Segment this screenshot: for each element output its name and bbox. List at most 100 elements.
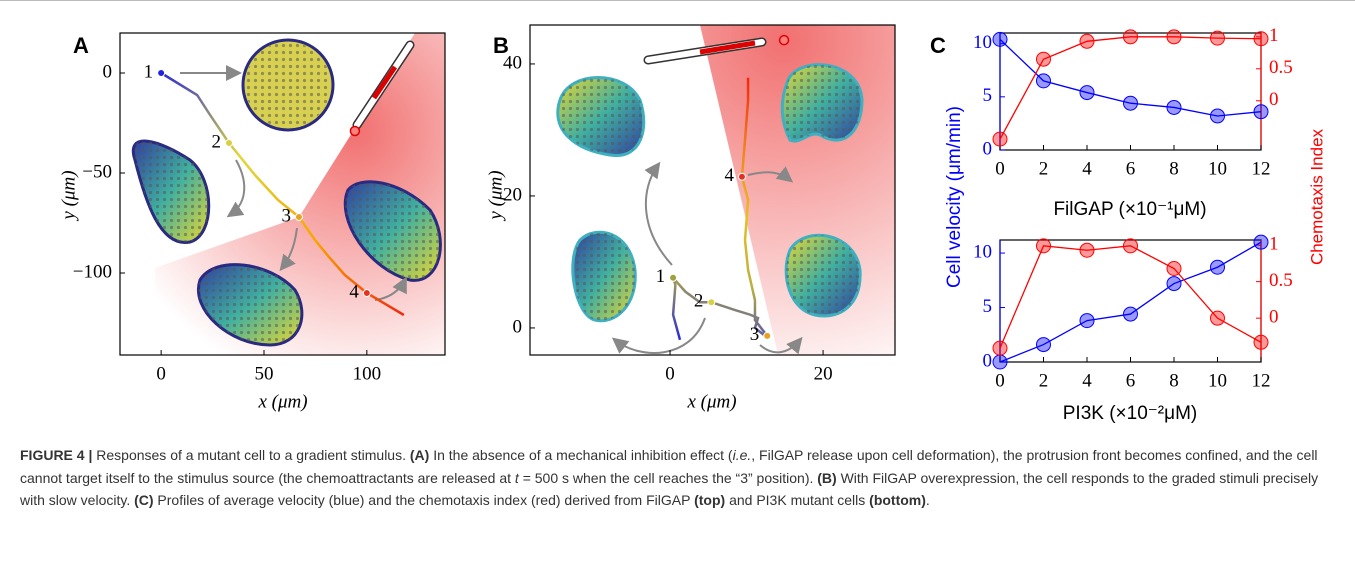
caption-run: and PI3K mutant cells — [725, 492, 870, 508]
axes-frame — [529, 24, 896, 356]
series-marker — [1079, 313, 1095, 329]
axes-frame — [119, 32, 446, 356]
position-marker — [157, 69, 166, 77]
x-tick-label: 0 — [156, 363, 166, 384]
series-marker — [1210, 310, 1225, 326]
series-marker — [992, 354, 1008, 370]
y2-tick-label: 0.5 — [1269, 57, 1293, 78]
caption-run: In the absence of a mechanical inhibitio… — [429, 447, 733, 463]
x-tick-label: 0 — [995, 370, 1005, 391]
y-tick-label: 0 — [983, 138, 993, 159]
caption-run: , FilGAP release upon cell deformation),… — [20, 447, 1318, 486]
series-line — [999, 245, 1262, 349]
series-line — [999, 241, 1262, 363]
series-marker — [992, 340, 1008, 356]
caption-run: Profiles of average velocity (blue) and … — [153, 492, 695, 508]
y2-tick-label: 0 — [1269, 89, 1279, 110]
y-tick-label: 20 — [503, 184, 522, 205]
position-label: 1 — [656, 266, 666, 287]
x-tick-label: 0 — [665, 363, 675, 384]
caption-run: i.e. — [732, 447, 752, 463]
trajectory — [671, 77, 771, 341]
y-axis-label: Cell velocity (μm/min) — [944, 106, 965, 288]
panel-label: B — [493, 33, 509, 58]
x-tick-label: 10 — [1208, 370, 1227, 391]
x-tick-label: 0 — [995, 158, 1005, 179]
series-marker — [1166, 99, 1182, 115]
panel-label: A — [73, 33, 89, 58]
decor-b — [556, 25, 895, 355]
position-label: 3 — [281, 205, 291, 226]
x-axis-label: FilGAP (×10⁻¹μM) — [1053, 199, 1206, 220]
y2-tick-label: 1 — [1269, 25, 1279, 46]
x-tick-label: 12 — [1252, 158, 1271, 179]
panel-label: C — [930, 33, 946, 58]
series-marker — [1166, 276, 1182, 292]
trajectory — [160, 71, 405, 317]
y-tick-label: 40 — [503, 52, 522, 73]
y2-tick-label: 1 — [1269, 233, 1279, 254]
position-marker — [294, 213, 303, 221]
x-tick-label: 8 — [1169, 158, 1179, 179]
y2-tick-label: 0.5 — [1269, 270, 1293, 291]
x-tick-label: 8 — [1169, 370, 1179, 391]
x-tick-label: 4 — [1082, 158, 1092, 179]
stimulus-source — [778, 34, 790, 46]
position-label: 4 — [349, 281, 359, 302]
series-marker — [1253, 31, 1269, 47]
stimulus-source — [349, 125, 361, 137]
series-marker — [992, 131, 1008, 147]
position-label: 1 — [144, 61, 154, 82]
series-marker — [1253, 234, 1269, 250]
x-tick-label: 2 — [1039, 158, 1049, 179]
series-marker — [1036, 73, 1051, 89]
position-label: 4 — [724, 165, 734, 186]
y-tick-label: −50 — [82, 161, 112, 182]
series-line — [999, 38, 1262, 117]
series-marker — [1210, 108, 1225, 124]
y-axis-label: y (μm) — [485, 170, 506, 221]
caption-run: With FilGAP overexpression, the cell res… — [20, 469, 1319, 509]
caption-run: . — [925, 492, 930, 508]
position-marker — [362, 289, 371, 297]
caption-run: (top) — [694, 492, 726, 508]
y-tick-label: 10 — [973, 241, 992, 262]
y-tick-label: −100 — [73, 261, 112, 282]
series-marker — [1166, 260, 1182, 276]
position-label: 2 — [694, 291, 704, 312]
y-axis-label: y (μm) — [58, 170, 79, 221]
caption-run: (bottom) — [869, 492, 926, 508]
series-marker — [1123, 95, 1138, 111]
position-marker — [225, 139, 234, 147]
x-axis-label: PI3K (×10⁻²μM) — [1063, 403, 1197, 424]
x-axis-label: x (μm) — [686, 391, 736, 412]
position-marker — [763, 331, 772, 340]
series-marker — [1036, 51, 1051, 67]
series-marker — [992, 31, 1008, 47]
series-marker — [1123, 306, 1138, 322]
caption-run: (C) — [134, 492, 154, 508]
series-marker — [1253, 334, 1269, 350]
series-marker — [1036, 337, 1051, 353]
position-label: 3 — [750, 324, 760, 345]
x-tick-label: 100 — [353, 363, 382, 384]
x-tick-label: 12 — [1252, 370, 1271, 391]
x-tick-label: 50 — [254, 363, 273, 384]
caption-run: (B) — [817, 469, 837, 486]
position-marker — [737, 172, 746, 181]
caption: FIGURE 4 | Responses of a mutant cell to… — [20, 444, 1335, 512]
series-marker — [1079, 85, 1095, 101]
caption-run: Responses of a mutant cell to a gradient… — [92, 447, 410, 463]
series-marker — [1123, 238, 1138, 254]
series-marker — [1210, 259, 1225, 275]
x-tick-label: 2 — [1039, 370, 1049, 391]
y-tick-label: 0 — [513, 316, 523, 337]
series-marker — [1079, 33, 1095, 49]
y-tick-label: 5 — [983, 296, 993, 317]
position-marker — [707, 298, 716, 307]
series-marker — [1253, 104, 1269, 120]
series-marker — [1210, 30, 1225, 46]
position-label: 2 — [212, 131, 222, 152]
